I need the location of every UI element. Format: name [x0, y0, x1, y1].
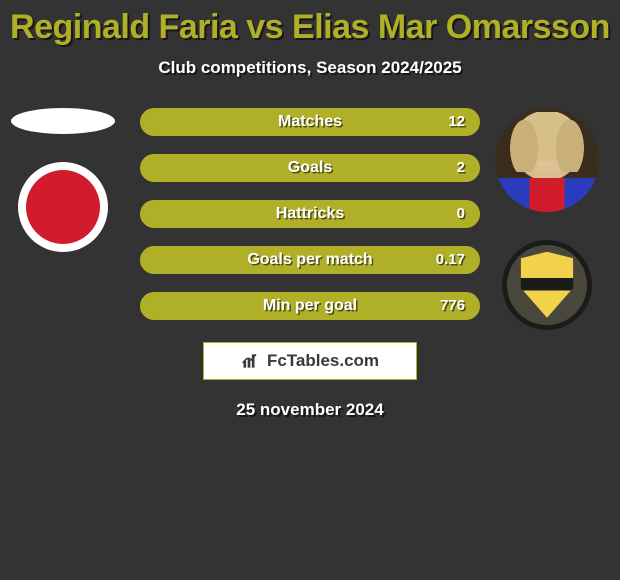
- club-crest-left: [18, 162, 108, 252]
- stat-row-min-per-goal: Min per goal 776: [140, 292, 480, 320]
- player-right-column: [492, 108, 602, 330]
- stat-right-value: 0.17: [431, 251, 465, 268]
- page-subtitle: Club competitions, Season 2024/2025: [0, 58, 620, 78]
- snapshot-date: 25 november 2024: [0, 400, 620, 420]
- page-title: Reginald Faria vs Elias Mar Omarsson: [0, 6, 620, 54]
- player-left-column: [8, 108, 118, 252]
- player-right-avatar: [495, 108, 599, 212]
- stat-right-value: 0: [431, 205, 465, 222]
- crest-shield-icon: [518, 252, 576, 318]
- stat-row-matches: Matches 12: [140, 108, 480, 136]
- stat-label: Matches: [141, 113, 479, 131]
- branding-text: FcTables.com: [267, 351, 379, 371]
- stat-right-value: 12: [431, 113, 465, 130]
- comparison-card: Reginald Faria vs Elias Mar Omarsson Clu…: [0, 0, 620, 420]
- branding-badge: FcTables.com: [203, 342, 417, 380]
- stat-row-goals: Goals 2: [140, 154, 480, 182]
- stat-row-hattricks: Hattricks 0: [140, 200, 480, 228]
- player-left-avatar: [11, 108, 115, 134]
- stat-row-goals-per-match: Goals per match 0.17: [140, 246, 480, 274]
- stat-label: Min per goal: [141, 297, 479, 315]
- stat-label: Hattricks: [141, 205, 479, 223]
- stat-bars: Matches 12 Goals 2 Hattricks 0 Goals per…: [140, 108, 480, 320]
- stat-label: Goals per match: [141, 251, 479, 269]
- club-crest-right: [502, 240, 592, 330]
- chart-icon: [241, 351, 261, 371]
- comparison-body: Matches 12 Goals 2 Hattricks 0 Goals per…: [0, 108, 620, 320]
- crest-swoosh-icon: [33, 179, 99, 231]
- stat-right-value: 2: [431, 159, 465, 176]
- stat-label: Goals: [141, 159, 479, 177]
- stat-right-value: 776: [431, 297, 465, 314]
